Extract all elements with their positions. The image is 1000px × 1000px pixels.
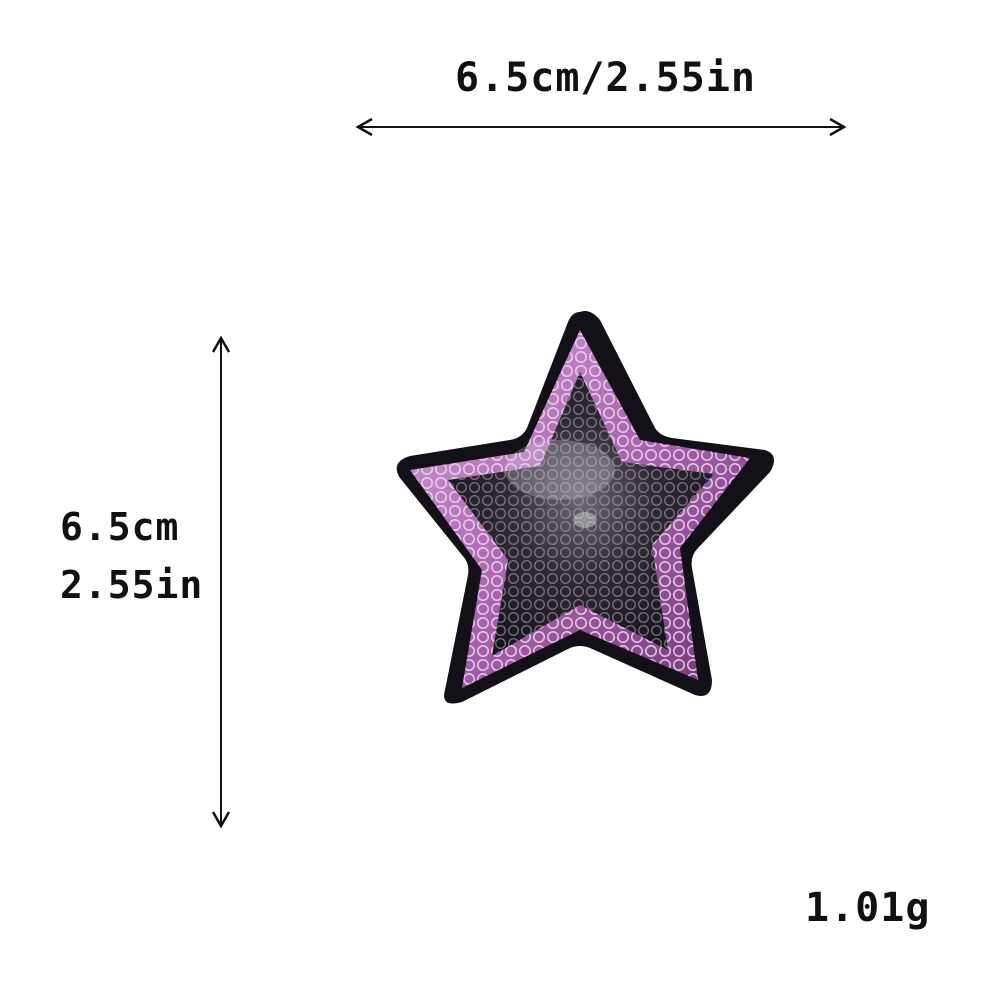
height-dimension-label-in: 2.55in <box>60 563 204 607</box>
height-dimension-label-cm: 6.5cm <box>60 505 180 549</box>
double-headed-vertical-arrow-icon <box>211 335 231 829</box>
weight-label: 1.01g <box>805 885 931 931</box>
double-headed-horizontal-arrow-icon <box>355 117 847 137</box>
width-dimension-label: 6.5cm/2.55in <box>455 55 756 101</box>
star-patch-icon <box>396 311 774 704</box>
